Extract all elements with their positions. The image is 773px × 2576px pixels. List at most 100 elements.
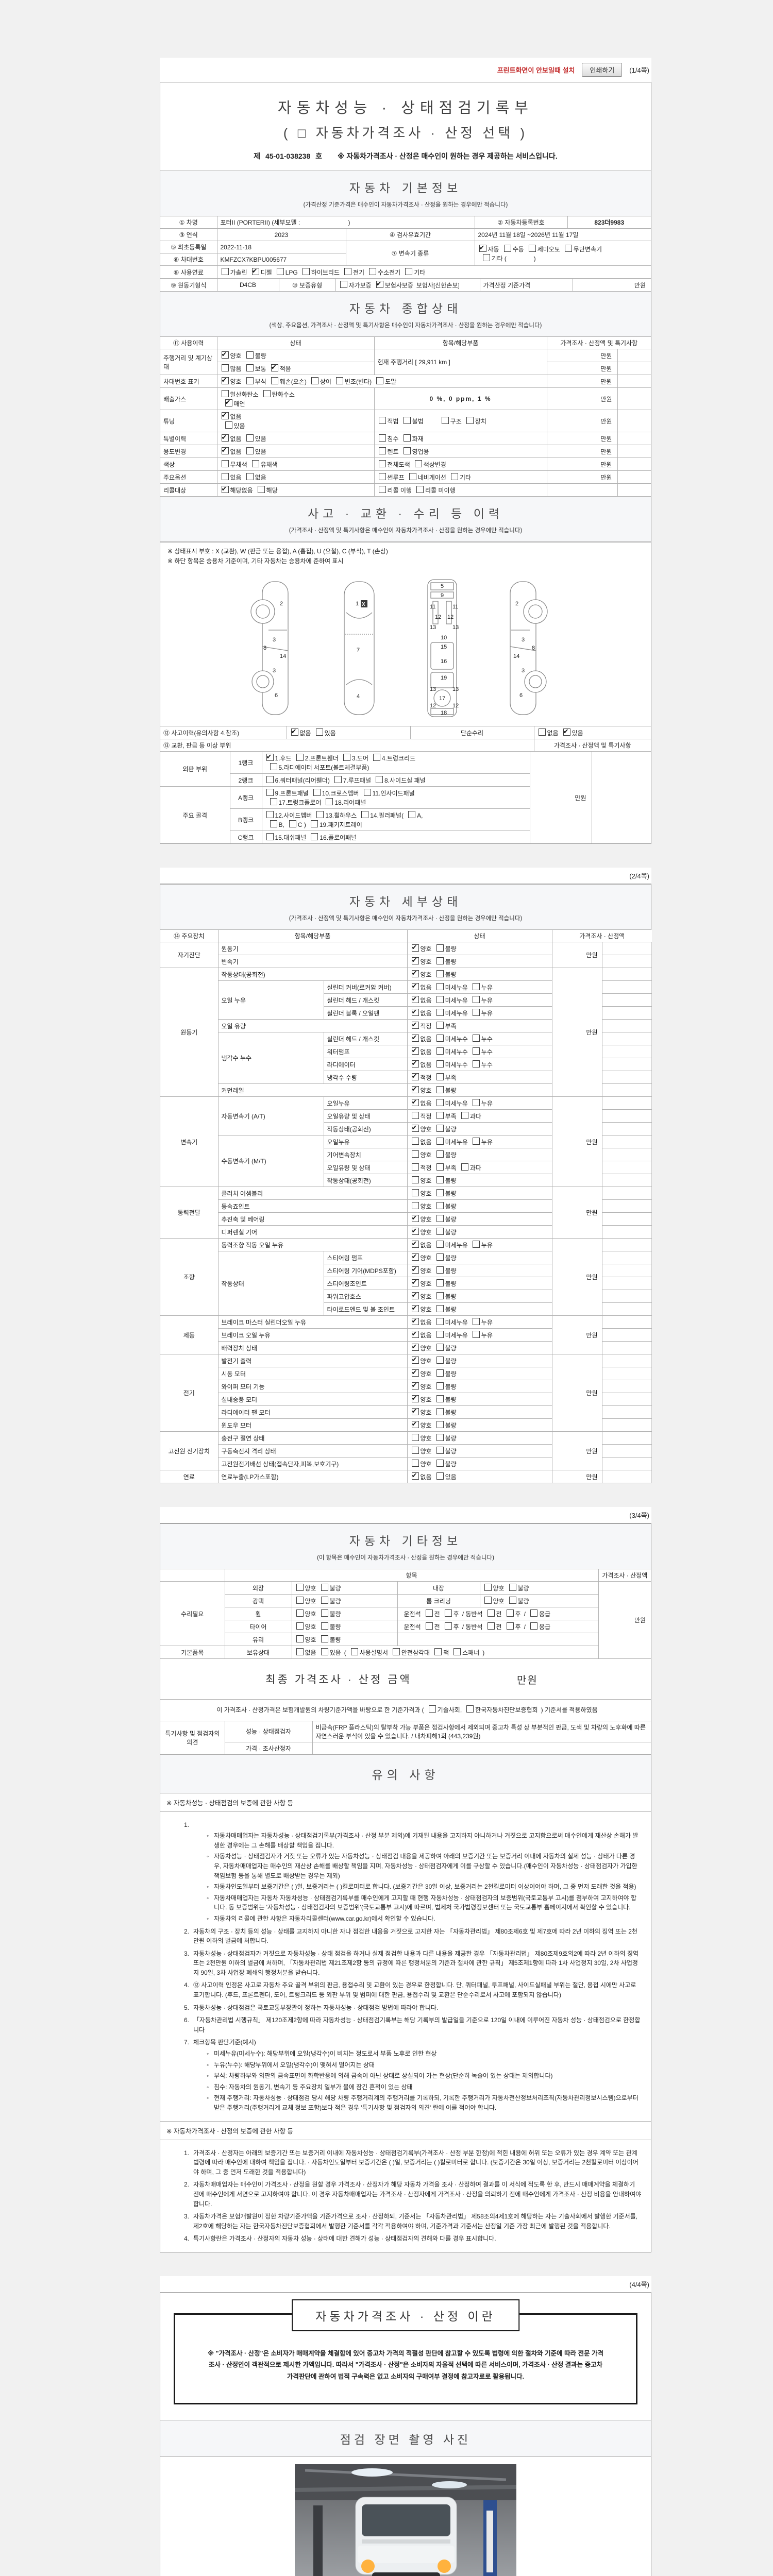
checkbox[interactable] (436, 1150, 444, 1158)
checkbox[interactable] (411, 1447, 419, 1454)
checkbox[interactable] (373, 754, 380, 761)
checkbox[interactable] (425, 1609, 433, 1617)
checkbox[interactable] (436, 1189, 444, 1197)
checkbox[interactable] (411, 1420, 419, 1429)
checkbox[interactable] (436, 1331, 444, 1338)
checkbox[interactable] (378, 460, 386, 467)
checkbox[interactable] (436, 1047, 444, 1055)
checkbox[interactable] (411, 1240, 419, 1248)
checkbox[interactable] (482, 253, 490, 261)
checkbox[interactable] (266, 753, 274, 761)
checkbox[interactable] (411, 1176, 419, 1184)
checkbox[interactable] (436, 1447, 444, 1454)
checkbox[interactable] (321, 1584, 328, 1591)
checkbox[interactable] (472, 1241, 480, 1248)
checkbox[interactable] (403, 447, 411, 454)
checkbox[interactable] (472, 1060, 480, 1068)
checkbox[interactable] (461, 1163, 468, 1171)
checkbox[interactable] (251, 460, 259, 467)
checkbox[interactable] (411, 1381, 419, 1390)
checkbox[interactable] (411, 1265, 419, 1274)
checkbox[interactable] (484, 1584, 492, 1591)
checkbox[interactable] (321, 1597, 328, 1604)
checkbox[interactable] (411, 1085, 419, 1094)
checkbox[interactable] (461, 1112, 468, 1120)
checkbox[interactable] (509, 1597, 516, 1604)
checkbox[interactable] (487, 1622, 495, 1630)
checkbox[interactable] (411, 1163, 419, 1171)
checkbox[interactable] (270, 763, 277, 771)
checkbox[interactable] (266, 789, 274, 796)
checkbox[interactable] (311, 833, 318, 841)
checkbox[interactable] (411, 1046, 419, 1055)
checkbox[interactable] (411, 1471, 419, 1480)
checkbox[interactable] (411, 1150, 419, 1158)
checkbox[interactable] (411, 1355, 419, 1364)
checkbox[interactable] (472, 1318, 480, 1326)
checkbox[interactable] (509, 1584, 516, 1591)
checkbox[interactable] (538, 728, 546, 736)
checkbox[interactable] (411, 956, 419, 965)
checkbox[interactable] (472, 983, 480, 991)
checkbox[interactable] (564, 244, 572, 252)
checkbox[interactable] (411, 1202, 419, 1210)
print-button[interactable]: 인쇄하기 (582, 63, 623, 77)
checkbox[interactable] (411, 1460, 419, 1467)
checkbox[interactable] (326, 798, 333, 806)
checkbox[interactable] (436, 1202, 444, 1210)
checkbox[interactable] (296, 1635, 304, 1643)
checkbox[interactable] (296, 1584, 304, 1591)
checkbox[interactable] (271, 363, 278, 371)
checkbox[interactable] (436, 1009, 444, 1016)
checkbox[interactable] (472, 1138, 480, 1145)
checkbox[interactable] (310, 820, 318, 828)
checkbox[interactable] (436, 970, 444, 978)
checkbox[interactable] (311, 377, 318, 384)
checkbox[interactable] (436, 944, 444, 952)
checkbox[interactable] (411, 1291, 419, 1300)
checkbox[interactable] (411, 1394, 419, 1403)
checkbox[interactable] (321, 1622, 328, 1630)
checkbox[interactable] (436, 1176, 444, 1184)
checkbox[interactable] (436, 1305, 444, 1313)
checkbox[interactable] (246, 434, 254, 442)
checkbox[interactable] (436, 1086, 444, 1094)
checkbox[interactable] (436, 1421, 444, 1429)
checkbox[interactable] (411, 1214, 419, 1223)
checkbox[interactable] (344, 268, 351, 275)
checkbox[interactable] (343, 754, 350, 761)
checkbox[interactable] (246, 377, 254, 384)
checkbox[interactable] (472, 996, 480, 1004)
checkbox[interactable] (436, 1253, 444, 1261)
checkbox[interactable] (411, 1252, 419, 1261)
checkbox[interactable] (472, 1331, 480, 1338)
checkbox[interactable] (436, 1112, 444, 1120)
checkbox[interactable] (246, 364, 254, 371)
checkbox[interactable] (411, 1072, 419, 1081)
checkbox[interactable] (296, 1622, 304, 1630)
checkbox[interactable] (246, 447, 254, 454)
checkbox[interactable] (363, 789, 371, 796)
checkbox[interactable] (411, 982, 419, 991)
checkbox[interactable] (411, 1330, 419, 1338)
checkbox[interactable] (411, 995, 419, 1004)
checkbox[interactable] (411, 1304, 419, 1313)
checkbox[interactable] (436, 957, 444, 965)
checkbox[interactable] (411, 969, 419, 978)
checkbox[interactable] (436, 996, 444, 1004)
checkbox[interactable] (450, 473, 458, 480)
checkbox[interactable] (434, 1648, 442, 1656)
checkbox[interactable] (472, 1047, 480, 1055)
checkbox[interactable] (221, 376, 229, 384)
checkbox[interactable] (436, 1434, 444, 1442)
checkbox[interactable] (466, 417, 474, 424)
checkbox[interactable] (315, 728, 323, 736)
checkbox[interactable] (487, 1609, 495, 1617)
checkbox[interactable] (335, 377, 343, 384)
checkbox[interactable] (221, 485, 229, 493)
checkbox[interactable] (246, 473, 254, 480)
checkbox[interactable] (436, 1357, 444, 1364)
print-install-link[interactable]: 프린트화면이 안보일때 설치 (497, 66, 575, 74)
checkbox[interactable] (376, 280, 383, 288)
checkbox[interactable] (411, 1407, 419, 1416)
